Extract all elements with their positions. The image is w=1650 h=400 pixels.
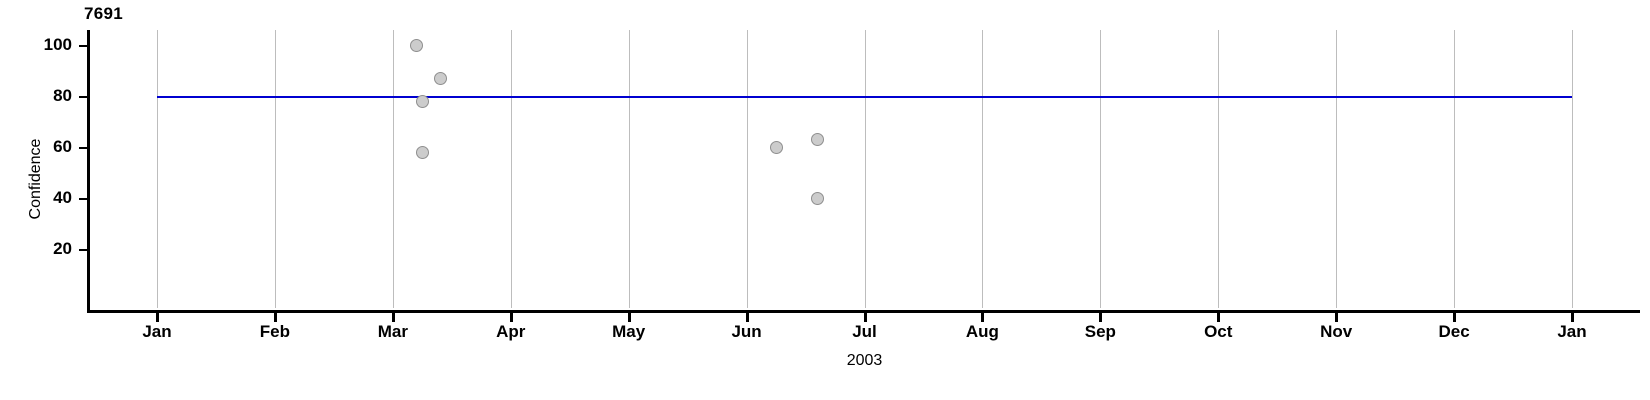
data-point [409,38,423,52]
y-tick-label-20: 20 [53,239,72,258]
y-tick-40 [79,198,88,200]
gridline-jan-0 [157,30,158,308]
gridline-dec-11 [1454,30,1456,308]
x-tick-2 [391,313,395,322]
reference-line-threshold [157,96,1572,98]
gridline-jan-12 [1572,30,1573,308]
data-point [433,71,447,85]
data-point [415,145,429,159]
x-axis-title: 2003 [846,352,883,369]
gridline-oct-9 [1218,30,1220,308]
x-tick-label-aug-7: Aug [965,322,999,341]
x-tick-label-jan-0: Jan [142,322,172,341]
gridline-jul-6 [864,30,866,308]
x-tick-3 [509,313,513,322]
x-tick-label-jan-12: Jan [1557,322,1587,341]
x-tick-label-mar-2: Mar [377,322,408,341]
y-tick-label-40: 40 [53,188,72,207]
chart-title: 7691 [84,4,124,23]
x-tick-11 [1453,313,1457,322]
y-tick-80 [79,96,88,98]
y-tick-label-100: 100 [43,35,72,54]
x-tick-label-nov-10: Nov [1320,322,1353,341]
y-tick-60 [79,147,88,149]
gridline-jun-5 [746,30,748,308]
y-tick-label-80: 80 [53,86,72,105]
gridline-mar-2 [392,30,394,308]
data-point [810,191,824,205]
gridline-feb-1 [274,30,276,308]
x-tick-label-dec-11: Dec [1438,322,1470,341]
y-tick-label-60: 60 [53,137,72,156]
data-point [810,132,824,146]
x-tick-label-apr-3: Apr [496,322,526,341]
x-tick-label-jun-5: Jun [731,322,762,341]
x-tick-1 [273,313,277,322]
y-tick-20 [79,249,88,251]
x-tick-6 [863,313,867,322]
data-point [769,140,783,154]
x-tick-0 [156,313,159,322]
gridline-sep-8 [1100,30,1102,308]
gridline-aug-7 [982,30,984,308]
x-tick-label-oct-9: Oct [1204,322,1233,341]
plot-area [87,30,1640,310]
x-tick-12 [1571,313,1574,322]
x-tick-4 [627,313,631,322]
x-tick-label-feb-1: Feb [259,322,291,341]
x-tick-9 [1217,313,1221,322]
y-axis-line [87,30,90,312]
x-tick-5 [745,313,749,322]
x-tick-10 [1335,313,1339,322]
x-tick-label-may-4: May [612,322,646,341]
x-axis-line [87,310,1640,313]
y-axis-title: Confidence [27,138,44,220]
gridline-nov-10 [1336,30,1338,308]
x-tick-label-sep-8: Sep [1084,322,1116,341]
x-tick-8 [1099,313,1103,322]
gridline-may-4 [628,30,630,308]
x-tick-label-jul-6: Jul [852,322,877,341]
data-point [415,94,429,108]
y-tick-100 [79,45,88,47]
x-tick-7 [981,313,985,322]
gridline-apr-3 [510,30,512,308]
